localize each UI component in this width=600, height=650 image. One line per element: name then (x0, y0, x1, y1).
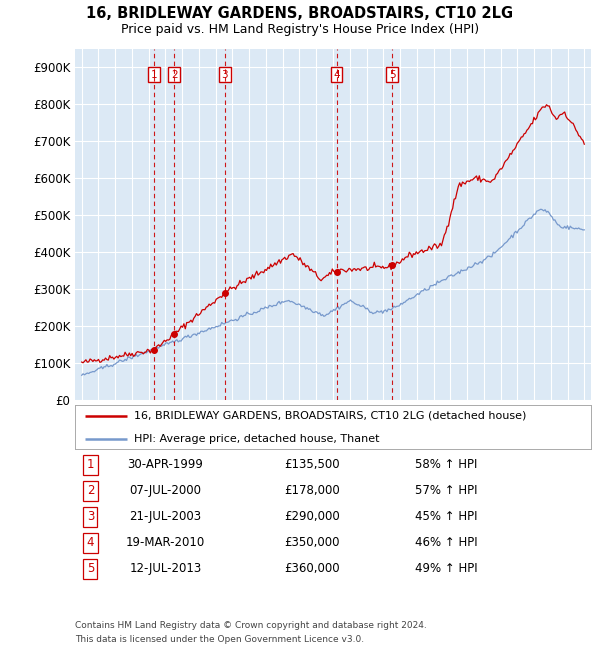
Text: 57% ↑ HPI: 57% ↑ HPI (415, 484, 478, 497)
Text: 21-JUL-2003: 21-JUL-2003 (129, 510, 202, 523)
Text: Contains HM Land Registry data © Crown copyright and database right 2024.: Contains HM Land Registry data © Crown c… (75, 621, 427, 630)
Text: 07-JUL-2000: 07-JUL-2000 (130, 484, 202, 497)
Text: £360,000: £360,000 (284, 562, 340, 575)
Text: 5: 5 (389, 70, 395, 79)
Text: 3: 3 (87, 510, 94, 523)
Text: This data is licensed under the Open Government Licence v3.0.: This data is licensed under the Open Gov… (75, 634, 364, 644)
Text: 58% ↑ HPI: 58% ↑ HPI (415, 458, 478, 471)
Text: 16, BRIDLEWAY GARDENS, BROADSTAIRS, CT10 2LG: 16, BRIDLEWAY GARDENS, BROADSTAIRS, CT10… (86, 6, 514, 21)
Text: £290,000: £290,000 (284, 510, 340, 523)
Text: 16, BRIDLEWAY GARDENS, BROADSTAIRS, CT10 2LG (detached house): 16, BRIDLEWAY GARDENS, BROADSTAIRS, CT10… (134, 411, 527, 421)
Text: 2: 2 (171, 70, 178, 79)
Text: 3: 3 (221, 70, 228, 79)
Text: 45% ↑ HPI: 45% ↑ HPI (415, 510, 478, 523)
Text: 46% ↑ HPI: 46% ↑ HPI (415, 536, 478, 549)
Text: 12-JUL-2013: 12-JUL-2013 (129, 562, 202, 575)
Text: 30-APR-1999: 30-APR-1999 (127, 458, 203, 471)
Text: Price paid vs. HM Land Registry's House Price Index (HPI): Price paid vs. HM Land Registry's House … (121, 23, 479, 36)
Text: 19-MAR-2010: 19-MAR-2010 (125, 536, 205, 549)
Text: 1: 1 (87, 458, 94, 471)
Text: 4: 4 (333, 70, 340, 79)
Text: £350,000: £350,000 (284, 536, 340, 549)
Text: 5: 5 (87, 562, 94, 575)
Text: £135,500: £135,500 (284, 458, 340, 471)
Text: 1: 1 (151, 70, 158, 79)
Text: £178,000: £178,000 (284, 484, 340, 497)
Text: HPI: Average price, detached house, Thanet: HPI: Average price, detached house, Than… (134, 434, 380, 444)
Text: 2: 2 (87, 484, 94, 497)
Text: 49% ↑ HPI: 49% ↑ HPI (415, 562, 478, 575)
Text: 4: 4 (87, 536, 94, 549)
